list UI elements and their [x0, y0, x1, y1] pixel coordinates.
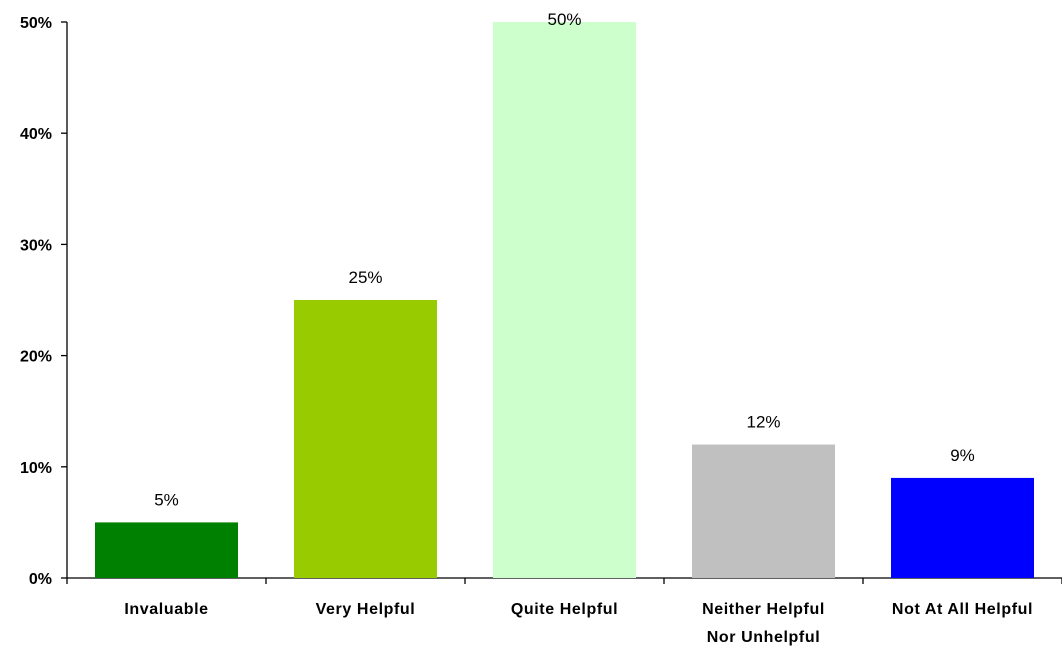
x-category-label: Quite Helpful: [511, 601, 618, 618]
y-tick-label: 50%: [20, 15, 52, 32]
x-category-label: Neither Helpful: [702, 601, 825, 618]
y-tick-label: 20%: [20, 349, 52, 366]
x-category-label: Very Helpful: [316, 601, 416, 618]
data-label: 25%: [348, 268, 382, 287]
data-label: 12%: [746, 413, 780, 432]
bar: [95, 522, 238, 578]
labels-group: 0% 10% 20% 30% 40% 50% 5% Invaluable 25% Very Hel…: [20, 10, 1033, 646]
bar: [891, 477, 1034, 578]
data-label: 50%: [547, 10, 581, 29]
y-tick-label: 30%: [20, 237, 52, 254]
x-category-label: Nor Unhelpful: [707, 629, 821, 646]
bars-group: [95, 22, 1034, 578]
y-tick-label: 0%: [29, 571, 52, 588]
bar: [692, 444, 835, 578]
data-label: 9%: [950, 446, 975, 465]
x-category-label: Not At All Helpful: [892, 601, 1033, 618]
bar: [294, 300, 437, 578]
data-label: 5%: [154, 490, 179, 509]
y-tick-label: 10%: [20, 460, 52, 477]
y-tick-label: 40%: [20, 126, 52, 143]
x-category-label: Invaluable: [124, 601, 208, 618]
bar: [493, 22, 636, 578]
